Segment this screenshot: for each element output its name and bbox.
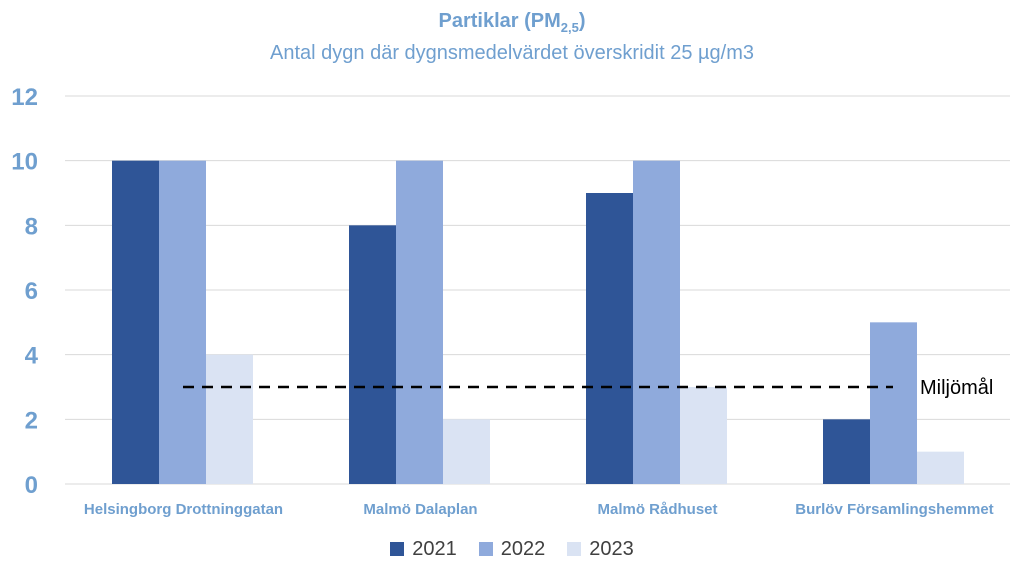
chart-title-main: Partiklar (PM — [438, 10, 561, 32]
y-tick-label: 0 — [25, 472, 38, 499]
chart-title: Partiklar (PM2,5) — [0, 10, 1024, 35]
x-category-label: Malmö Dalaplan — [363, 501, 477, 518]
legend-swatch — [567, 542, 582, 556]
legend-label: 2021 — [412, 537, 457, 560]
legend-item-2022: 2022 — [478, 537, 546, 561]
y-tick-label: 2 — [25, 407, 38, 434]
y-tick-label: 6 — [25, 278, 38, 305]
y-tick-label: 10 — [11, 149, 38, 176]
bar-2022-2 — [633, 160, 680, 484]
legend-label: 2022 — [500, 537, 546, 560]
reference-line-label: Miljömål — [920, 377, 993, 399]
chart-title-subscript: 2,5 — [560, 20, 579, 35]
bar-2021-3 — [823, 419, 870, 484]
legend-swatch — [478, 542, 493, 556]
bar-2022-1 — [396, 160, 443, 484]
x-category-label: Helsingborg Drottninggatan — [84, 501, 283, 518]
y-tick-label: 8 — [25, 213, 38, 240]
x-category-label: Malmö Rådhuset — [597, 501, 717, 518]
legend: 2021 2022 2023 — [0, 534, 1024, 564]
chart-subtitle: Antal dygn där dygnsmedelvärdet överskri… — [270, 42, 754, 64]
bar-2022-3 — [870, 322, 917, 484]
y-tick-label: 4 — [25, 343, 39, 370]
bar-2021-0 — [112, 160, 159, 484]
legend-swatch — [390, 542, 405, 556]
legend-item-2021: 2021 — [390, 538, 457, 561]
bar-2021-1 — [349, 225, 396, 485]
y-axis-tick-labels: 0 2 4 6 8 10 12 — [11, 84, 38, 499]
bar-2023-0 — [206, 354, 253, 484]
bar-2021-2 — [586, 193, 633, 484]
bar-2023-3 — [917, 451, 964, 484]
bar-2022-0 — [159, 160, 206, 484]
x-axis-category-labels: Helsingborg Drottninggatan Malmö Dalaplan… — [84, 501, 994, 518]
chart-title-close: ) — [578, 10, 586, 32]
legend-label: 2023 — [589, 537, 634, 560]
y-tick-label: 12 — [11, 84, 38, 111]
bar-2023-2 — [680, 387, 727, 484]
bars — [112, 160, 964, 485]
x-category-label: Burlöv Församlingshemmet — [795, 501, 993, 518]
bar-2023-1 — [443, 419, 490, 484]
reference-line-group: Miljömål — [183, 377, 993, 399]
legend-item-2023: 2023 — [567, 538, 634, 561]
